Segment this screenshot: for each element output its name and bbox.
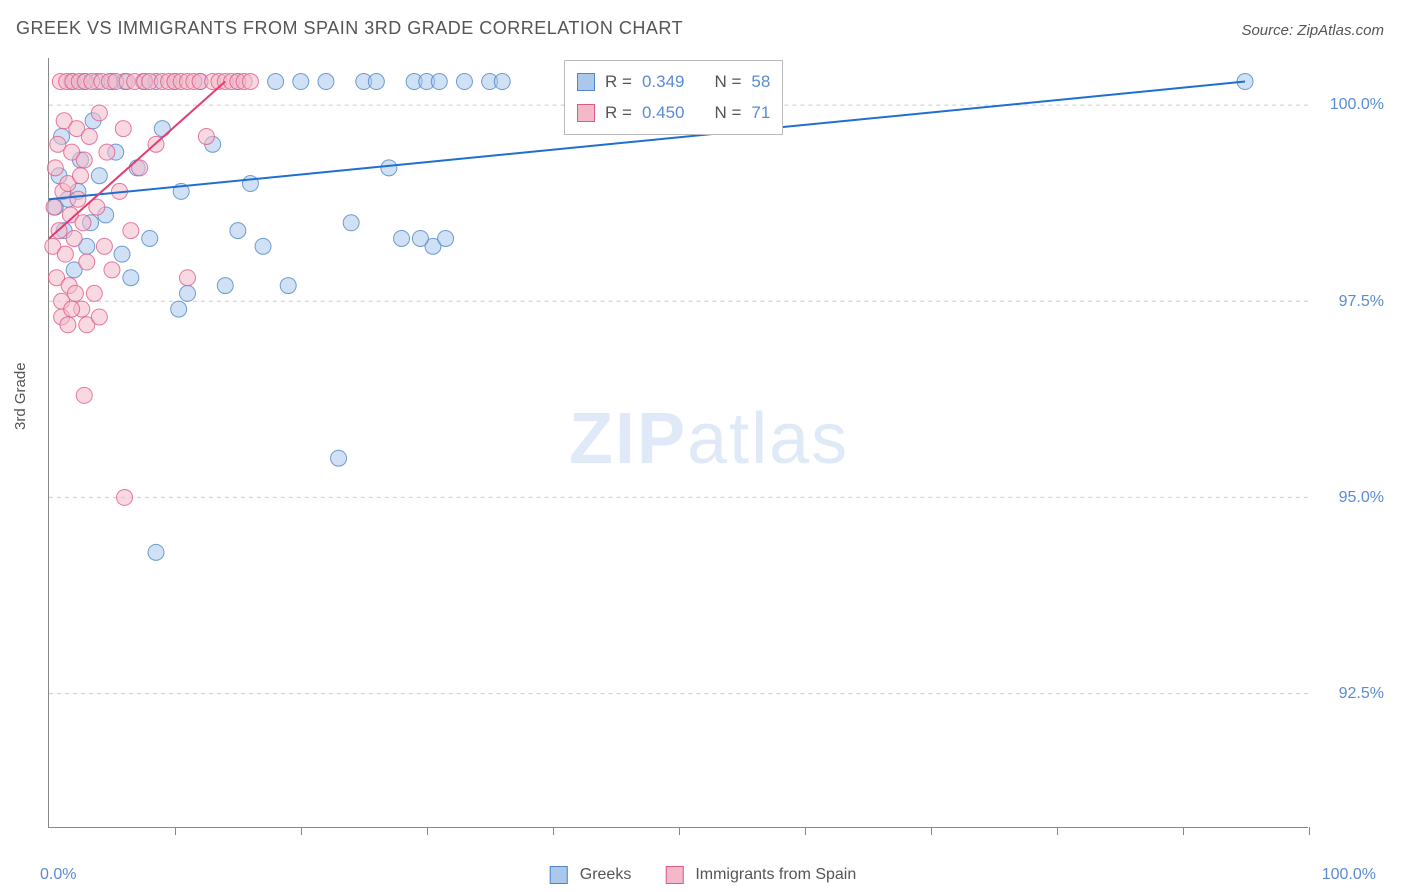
stats-r-value-1: 0.349 [642, 67, 685, 98]
chart-title: GREEK VS IMMIGRANTS FROM SPAIN 3RD GRADE… [16, 18, 683, 39]
legend-swatch-2 [665, 866, 683, 884]
stats-row-1: R = 0.349 N = 58 [577, 67, 770, 98]
y-tick-label: 100.0% [1330, 96, 1384, 114]
x-tick [1183, 827, 1184, 835]
y-tick-label: 97.5% [1339, 293, 1384, 311]
x-tick [931, 827, 932, 835]
correlation-stats-box: R = 0.349 N = 58 R = 0.450 N = 71 [564, 60, 783, 135]
stats-n-prefix-2: N = [714, 98, 741, 129]
x-tick [301, 827, 302, 835]
stats-n-value-2: 71 [751, 98, 770, 129]
stats-row-2: R = 0.450 N = 71 [577, 98, 770, 129]
x-tick [427, 827, 428, 835]
stats-r-prefix-2: R = [605, 98, 632, 129]
plot-area: ZIPatlas R = 0.349 N = 58 R = 0.450 N = … [48, 58, 1308, 828]
x-tick [679, 827, 680, 835]
x-tick [175, 827, 176, 835]
legend-label-1: Greeks [580, 866, 632, 884]
stats-n-value-1: 58 [751, 67, 770, 98]
x-tick [1309, 827, 1310, 835]
stats-n-prefix-1: N = [714, 67, 741, 98]
legend-swatch-1 [550, 866, 568, 884]
stats-r-prefix-1: R = [605, 67, 632, 98]
y-tick-label: 95.0% [1339, 489, 1384, 507]
stats-swatch-1 [577, 73, 595, 91]
bottom-legend: Greeks Immigrants from Spain [550, 866, 857, 884]
x-axis-min-label: 0.0% [40, 866, 76, 884]
stats-r-value-2: 0.450 [642, 98, 685, 129]
y-axis-label: 3rd Grade [12, 362, 29, 430]
y-tick-label: 92.5% [1339, 685, 1384, 703]
chart-svg [49, 58, 1308, 827]
x-tick [553, 827, 554, 835]
x-tick [805, 827, 806, 835]
source-attribution: Source: ZipAtlas.com [1241, 22, 1384, 39]
x-axis-max-label: 100.0% [1322, 866, 1376, 884]
x-tick [1057, 827, 1058, 835]
legend-label-2: Immigrants from Spain [695, 866, 856, 884]
stats-swatch-2 [577, 104, 595, 122]
